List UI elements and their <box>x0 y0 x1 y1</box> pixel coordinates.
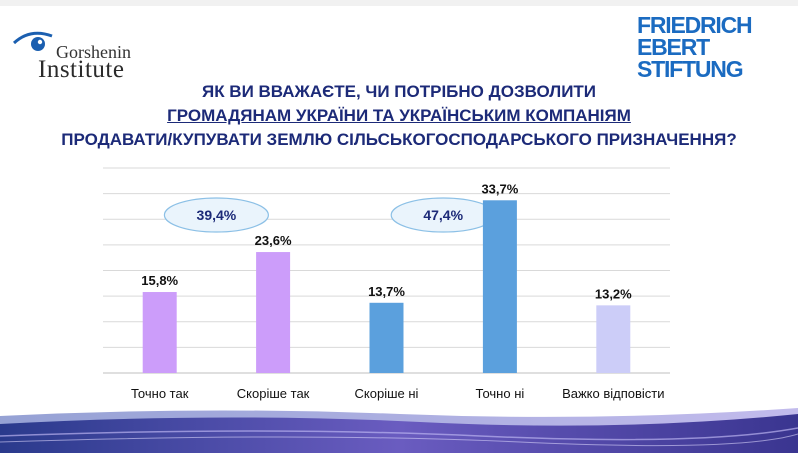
x-tick-label: Точно ні <box>476 386 525 401</box>
gorshenin-logo: Gorshenin Institute <box>8 26 158 83</box>
bar <box>142 292 177 373</box>
chart-title-line-1: ЯК ВИ ВВАЖАЄТЕ, ЧИ ПОТРІБНО ДОЗВОЛИТИ <box>201 82 597 101</box>
x-tick-label: Важко відповісти <box>562 386 664 401</box>
bar-value-label: 13,2% <box>595 286 632 301</box>
bottom-wave-band <box>0 408 798 453</box>
gorshenin-institute: Institute <box>38 56 125 83</box>
chart-title-line-3: ПРОДАВАТИ/КУПУВАТИ ЗЕМЛЮ СІЛЬСЬКОГОСПОДА… <box>61 130 737 149</box>
bar-value-label: 13,7% <box>368 284 405 299</box>
x-tick-label: Скоріше ні <box>355 386 419 401</box>
x-tick-label: Точно так <box>131 386 189 401</box>
bar-value-label: 33,7% <box>481 181 518 196</box>
bar <box>596 305 631 373</box>
eye-logo-icon <box>12 31 53 51</box>
group-total-label: 39,4% <box>197 207 237 223</box>
bar <box>369 302 404 373</box>
fes-logo: FRIEDRICH EBERT STIFTUNG <box>637 12 761 82</box>
bar-value-label: 15,8% <box>141 273 178 288</box>
group-total-label: 47,4% <box>423 207 463 223</box>
gorshenin-name: Gorshenin <box>56 42 131 62</box>
bar-value-label: 23,6% <box>255 233 292 248</box>
fes-line-2: EBERT <box>637 34 710 60</box>
bar <box>256 252 291 373</box>
x-tick-label: Скоріше так <box>237 386 310 401</box>
group-total-ellipse <box>163 197 269 233</box>
top-strip <box>0 0 798 6</box>
fes-line-3: STIFTUNG <box>637 56 744 82</box>
chart-title: ЯК ВИ ВВАЖАЄТЕ, ЧИ ПОТРІБНО ДОЗВОЛИТИ ГР… <box>40 80 758 152</box>
bar <box>482 200 517 373</box>
fes-line-1: FRIEDRICH <box>637 12 753 38</box>
chart-title-line-2: ГРОМАДЯНАМ УКРАЇНИ ТА УКРАЇНСЬКИМ КОМПАН… <box>167 106 631 125</box>
